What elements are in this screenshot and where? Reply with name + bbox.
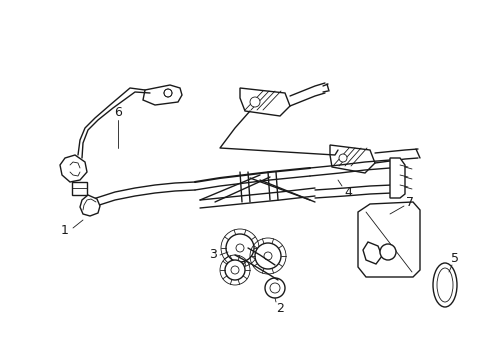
Circle shape bbox=[269, 283, 280, 293]
Circle shape bbox=[254, 243, 281, 269]
Polygon shape bbox=[142, 85, 182, 105]
Circle shape bbox=[338, 154, 346, 162]
Circle shape bbox=[379, 244, 395, 260]
Text: 1: 1 bbox=[61, 224, 69, 237]
Circle shape bbox=[264, 252, 271, 260]
Polygon shape bbox=[72, 182, 87, 195]
Circle shape bbox=[249, 97, 260, 107]
Polygon shape bbox=[389, 158, 404, 198]
Polygon shape bbox=[80, 195, 100, 216]
Polygon shape bbox=[357, 202, 419, 277]
Text: 5: 5 bbox=[450, 252, 458, 265]
Text: 3: 3 bbox=[209, 248, 217, 261]
Text: 2: 2 bbox=[276, 302, 284, 315]
Ellipse shape bbox=[432, 263, 456, 307]
Circle shape bbox=[224, 260, 244, 280]
Polygon shape bbox=[60, 155, 87, 182]
Polygon shape bbox=[240, 88, 289, 116]
Circle shape bbox=[230, 266, 239, 274]
Polygon shape bbox=[362, 242, 381, 264]
Circle shape bbox=[225, 234, 253, 262]
Circle shape bbox=[264, 278, 285, 298]
Text: 7: 7 bbox=[405, 195, 413, 208]
Text: 4: 4 bbox=[344, 185, 351, 198]
Ellipse shape bbox=[436, 268, 452, 302]
Circle shape bbox=[236, 244, 244, 252]
Circle shape bbox=[163, 89, 172, 97]
Polygon shape bbox=[329, 145, 374, 173]
Text: 6: 6 bbox=[114, 105, 122, 118]
